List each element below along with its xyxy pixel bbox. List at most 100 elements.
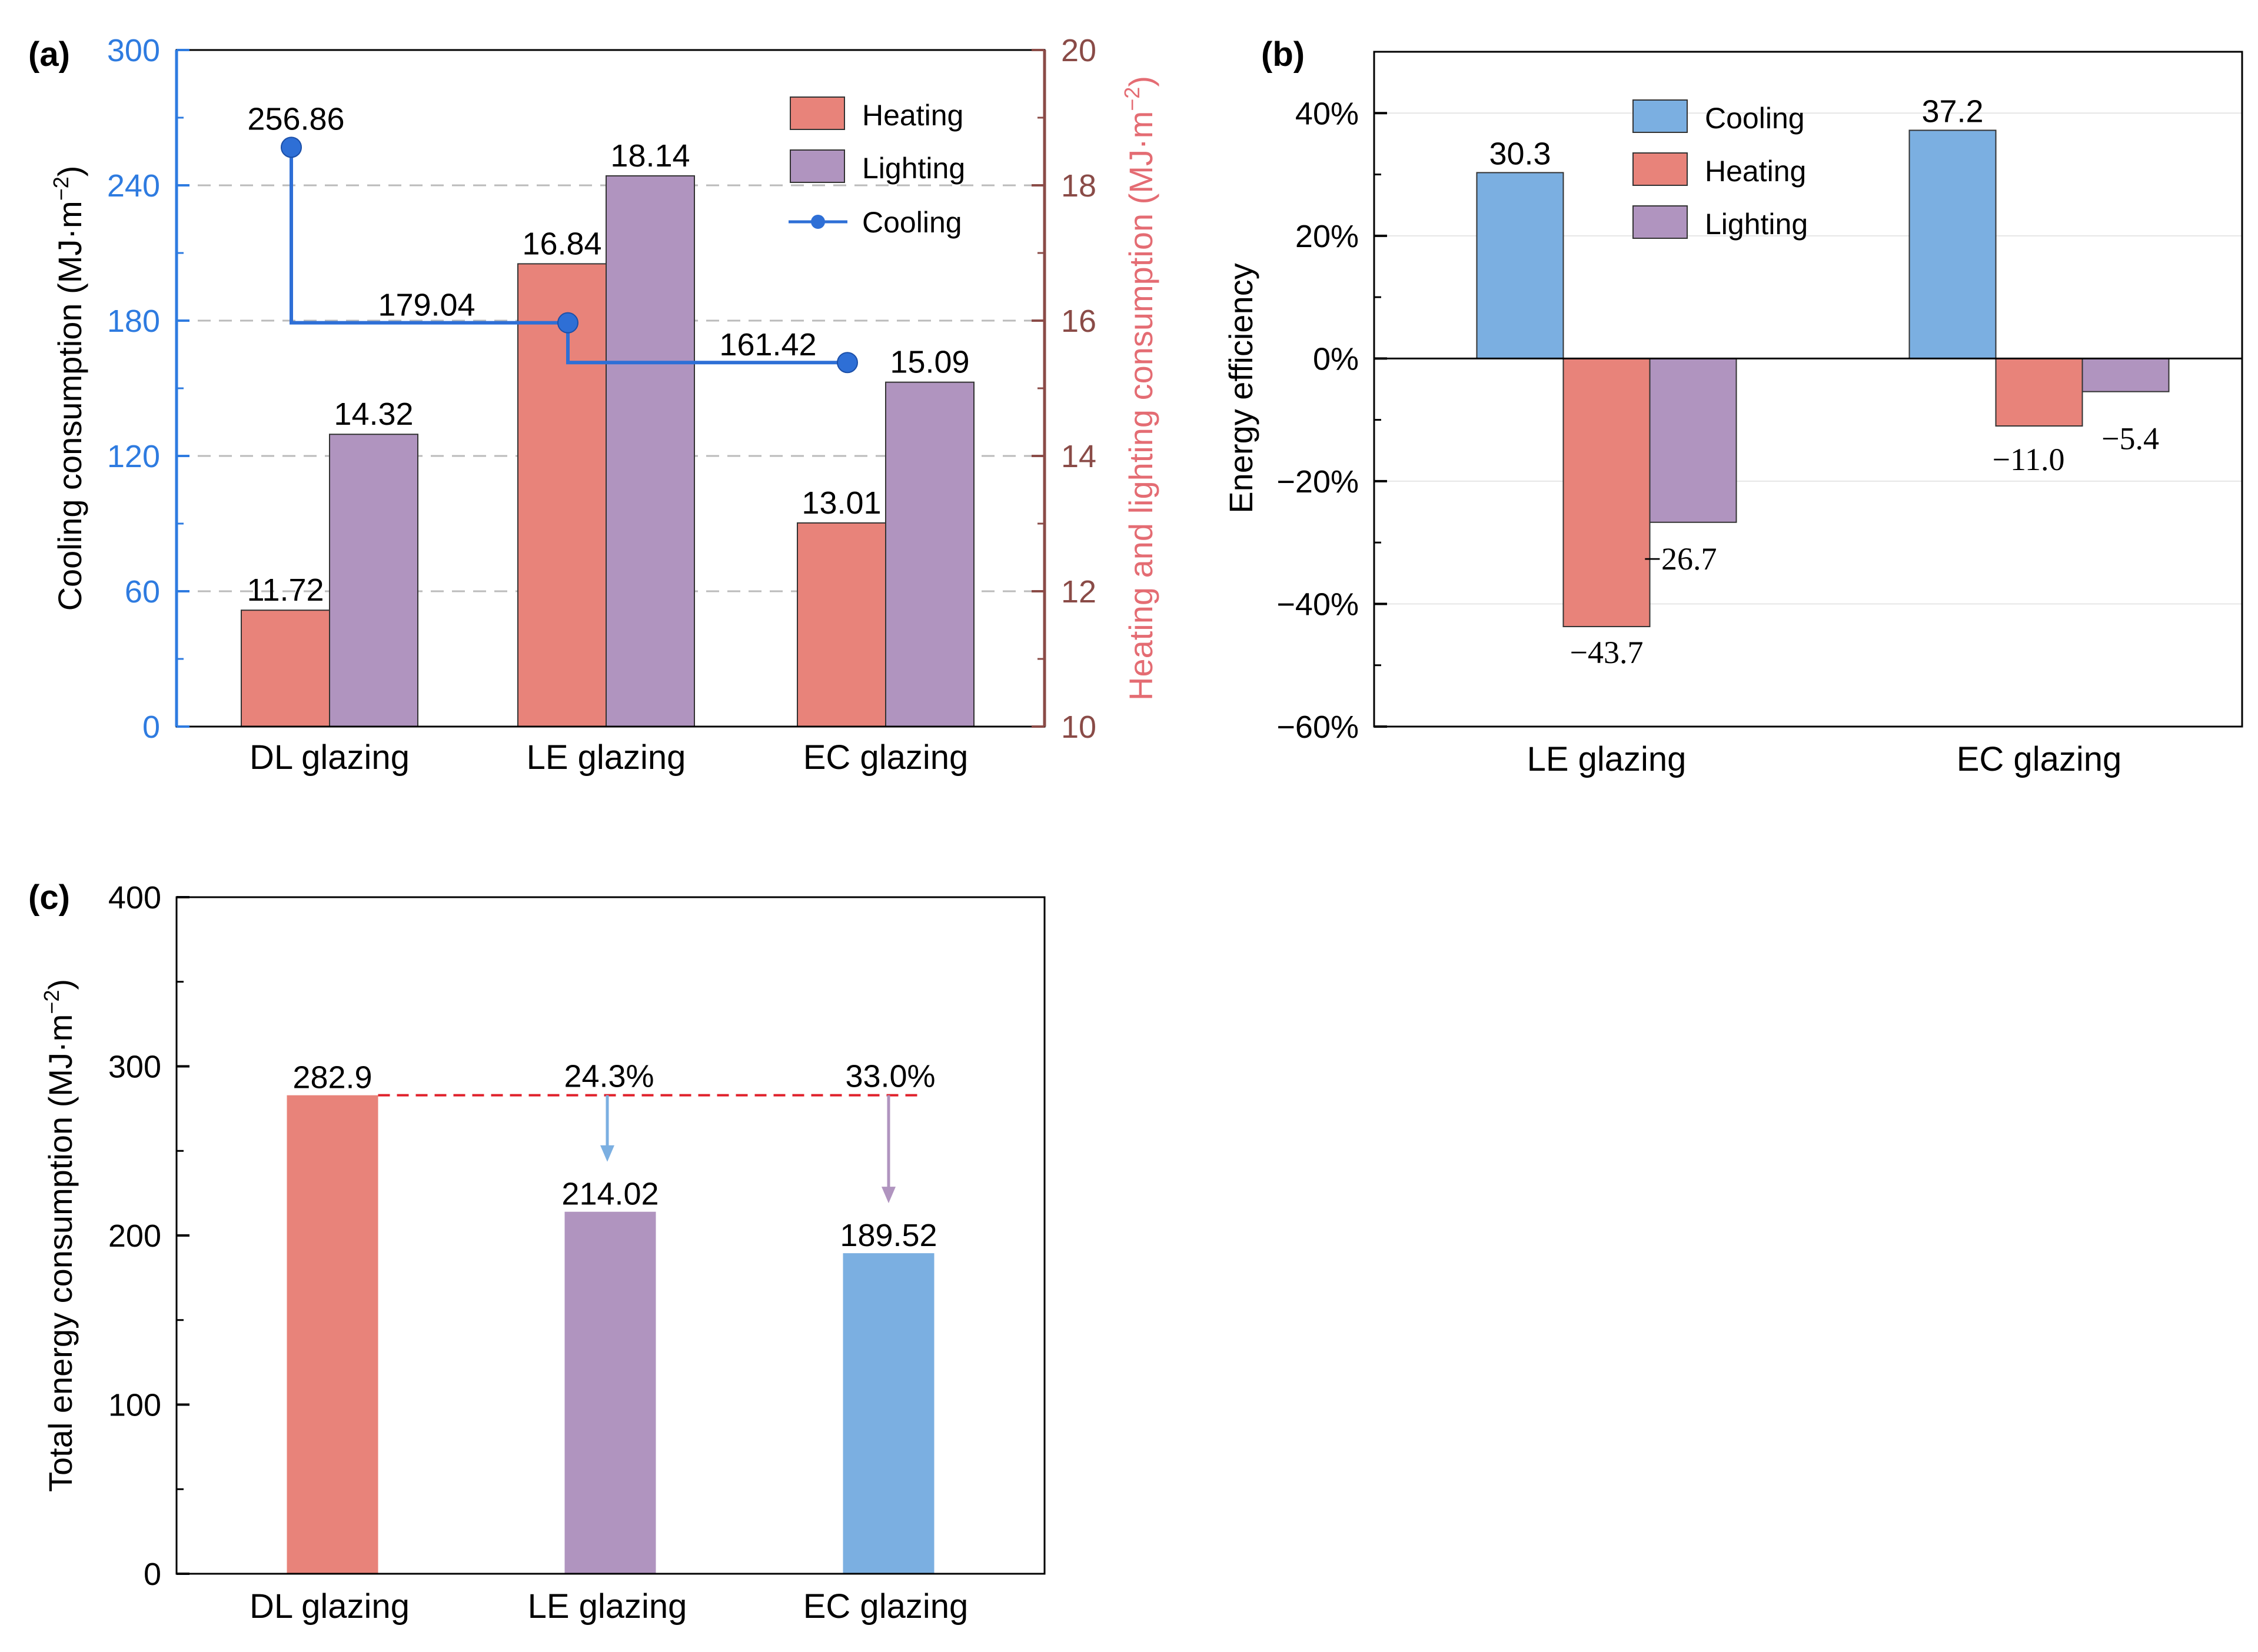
legend-lighting-swatch (1632, 205, 1688, 239)
legend-heating-swatch (1632, 152, 1688, 186)
heating-value-label: 13.01 (802, 485, 881, 521)
panel-c: (c) 282.9 214.02 189.52 24.3% 33.0% 0 100 200 3… (28, 878, 1046, 1626)
x-tick-label: EC glazing (803, 738, 968, 777)
x-tick-label: DL glazing (250, 738, 410, 777)
y-tick-label: −40% (1276, 587, 1359, 622)
legend-cooling-label: Cooling (862, 206, 962, 239)
right-tick-label: 12 (1061, 574, 1096, 609)
panel-c-y-axis-label: Total energy consumption (MJ·m−2) (39, 979, 79, 1492)
legend-cooling-marker (811, 215, 825, 229)
cooling-marker (281, 136, 302, 158)
cooling-bar (1476, 172, 1564, 359)
heating-bar (241, 609, 330, 727)
panel-b-y-ticks: −60% −40% −20% 0% 20% 40% (1276, 51, 1387, 745)
lighting-bar (885, 381, 975, 727)
cooling-value-label: 30.3 (1489, 136, 1551, 171)
x-tick-label: DL glazing (250, 1587, 410, 1626)
right-tick-label: 14 (1061, 439, 1096, 474)
panel-c-y-ticks: 0 100 200 300 400 (108, 880, 189, 1592)
legend-heating-label: Heating (1705, 155, 1806, 188)
legend-cooling-label: Cooling (1705, 102, 1805, 135)
heating-value-label: 11.72 (247, 572, 324, 608)
y-tick-label: 0% (1313, 341, 1359, 377)
y-tick-label: 200 (108, 1218, 161, 1254)
left-tick-label: 60 (125, 574, 160, 609)
panel-a-data-labels: 11.72 14.32 16.84 18.14 13.01 15.09 256.86 179.… (247, 101, 969, 608)
panel-b-x-tick-labels: LE glazing EC glazing (1527, 740, 2122, 778)
panel-a-x-tick-labels: DL glazing LE glazing EC glazing (250, 738, 968, 777)
y-tick-label: 40% (1295, 96, 1359, 131)
heating-bar (1995, 358, 2083, 427)
left-tick-label: 240 (107, 168, 160, 204)
lighting-bar (606, 175, 695, 727)
panel-c-x-tick-labels: DL glazing LE glazing EC glazing (250, 1587, 968, 1626)
lighting-bar (329, 434, 418, 727)
x-tick-label: LE glazing (527, 738, 686, 777)
panel-a-right-axis-label: Heating and lighting consumption (MJ·m−2… (1120, 76, 1159, 701)
panel-a-bars (241, 175, 975, 727)
reduction-percent-label: 24.3% (564, 1059, 654, 1094)
total-bar (564, 1211, 656, 1574)
legend-lighting-label: Lighting (862, 152, 965, 185)
reduction-arrow-head (600, 1145, 614, 1162)
lighting-value-label: 14.32 (334, 397, 413, 432)
panel-c-annotations (378, 1094, 918, 1204)
cooling-value-label: 37.2 (1921, 94, 1983, 129)
legend-heating-swatch (790, 96, 845, 130)
y-tick-label: 0 (144, 1557, 161, 1592)
cooling-value-label: 179.04 (378, 288, 475, 323)
panel-b-legend: Cooling Heating Lighting (1632, 99, 1808, 241)
right-tick-label: 16 (1061, 304, 1096, 339)
panel-c-bars (287, 1095, 935, 1574)
panel-b-data-labels: 30.3 37.2 −43.7 −11.0 −26.7 −5.4 (1489, 94, 2159, 670)
heating-value-label: −11.0 (1993, 442, 2065, 477)
total-value-label: 282.9 (292, 1060, 372, 1095)
panel-a-left-ticks: 0 60 120 180 240 300 (107, 33, 189, 745)
panel-b-y-axis-label: Energy efficiency (1222, 263, 1259, 513)
heating-value-label: 16.84 (522, 226, 601, 261)
panel-b-label: (b) (1261, 35, 1305, 74)
left-tick-label: 180 (107, 304, 160, 339)
heating-bar (797, 522, 886, 727)
cooling-bar (1908, 129, 1997, 359)
panel-a-label: (a) (28, 35, 70, 74)
y-tick-label: 400 (108, 880, 161, 915)
panel-c-label: (c) (28, 878, 70, 917)
heating-bar (517, 263, 607, 727)
panel-a-left-axis-label: Cooling consumption (MJ·m−2) (49, 166, 88, 611)
panel-b-frame (1373, 51, 2243, 728)
heating-bar (1562, 358, 1651, 628)
x-tick-label: LE glazing (1527, 740, 1687, 778)
lighting-value-label: −5.4 (2101, 421, 2159, 457)
lighting-bar (2081, 358, 2170, 392)
y-tick-label: 300 (108, 1050, 161, 1085)
lighting-value-label: −26.7 (1644, 541, 1717, 577)
legend-heating-label: Heating (862, 99, 963, 132)
cooling-marker (837, 352, 858, 374)
cooling-marker (557, 312, 578, 334)
x-tick-label: LE glazing (528, 1587, 687, 1626)
right-tick-label: 10 (1061, 710, 1096, 745)
reduction-percent-label: 33.0% (845, 1059, 935, 1094)
heating-value-label: −43.7 (1570, 635, 1644, 670)
left-tick-label: 300 (107, 33, 160, 68)
reduction-arrow-head (882, 1187, 896, 1204)
panel-c-data-labels: 282.9 214.02 189.52 24.3% 33.0% (292, 1059, 937, 1253)
panel-a: (a) 11.72 14.32 16.84 18.14 13.01 15.09 256.86… (28, 33, 1159, 777)
total-value-label: 189.52 (840, 1218, 937, 1253)
left-tick-label: 120 (107, 439, 160, 474)
panel-a-legend: Heating Lighting Cooling (789, 96, 965, 239)
cooling-value-label: 161.42 (719, 327, 816, 362)
right-tick-label: 20 (1061, 33, 1096, 68)
lighting-value-label: 18.14 (610, 138, 690, 174)
right-tick-label: 18 (1061, 168, 1096, 204)
x-tick-label: EC glazing (803, 1587, 968, 1626)
panel-b-bars (1476, 129, 2170, 628)
lighting-bar (1649, 358, 1737, 523)
total-bar (287, 1095, 378, 1574)
total-bar (843, 1253, 935, 1574)
x-tick-label: EC glazing (1957, 740, 2121, 778)
panel-a-cooling-line (281, 136, 858, 374)
y-tick-label: −60% (1276, 710, 1359, 745)
